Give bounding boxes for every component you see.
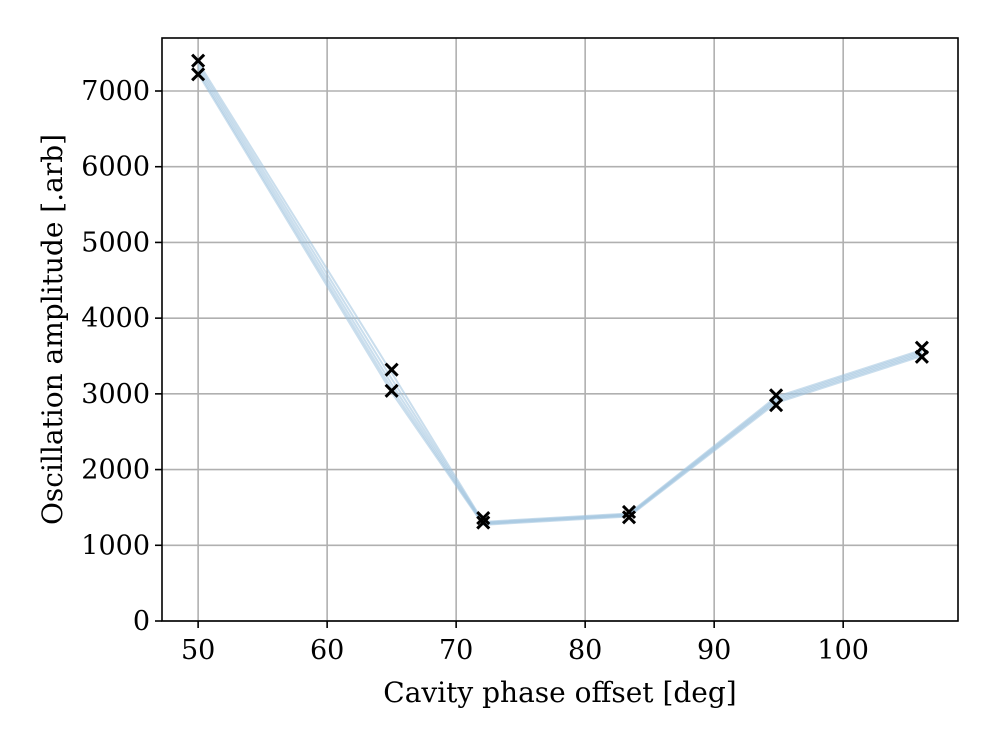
y-ticks: 0 1000 2000 3000 4000 5000 6000 7000	[81, 76, 162, 637]
x-axis-label: Cavity phase offset [deg]	[383, 676, 736, 709]
data-point	[621, 504, 637, 520]
data-point	[384, 362, 399, 377]
band-line-fit-5	[197, 73, 923, 526]
x-ticks: 50 60 70 80 90 100	[181, 621, 869, 666]
y-tick-label: 3000	[81, 379, 150, 410]
data-markers	[191, 53, 929, 530]
data-point	[191, 67, 206, 82]
data-point	[191, 53, 206, 68]
y-tick-label: 5000	[81, 227, 150, 258]
y-axis-label: Oscillation amplitude [.arb]	[36, 134, 69, 525]
x-tick-label: 90	[697, 635, 731, 666]
grid-lines	[162, 38, 958, 622]
data-point	[914, 349, 929, 364]
x-tick-label: 80	[568, 635, 602, 666]
data-point	[476, 510, 491, 526]
data-point	[476, 515, 491, 530]
plot-frame	[161, 37, 959, 622]
x-tick-label: 60	[310, 635, 344, 666]
x-tick-label: 50	[181, 635, 215, 666]
data-point	[384, 383, 399, 398]
y-tick-label: 0	[133, 606, 150, 637]
y-tick-label: 7000	[81, 76, 150, 107]
band-line-fit-3	[197, 67, 923, 525]
data-point	[769, 398, 784, 413]
band-line-fit-2	[197, 64, 923, 524]
y-tick-label: 1000	[81, 530, 150, 561]
y-tick-label: 6000	[81, 152, 150, 183]
x-tick-label: 100	[817, 635, 869, 666]
band-line-fit-4	[197, 70, 923, 526]
data-point	[621, 510, 637, 525]
fit-band	[197, 61, 923, 526]
y-tick-label: 4000	[81, 303, 150, 334]
band-line-fit-1	[197, 61, 923, 523]
x-tick-label: 70	[439, 635, 473, 666]
y-tick-label: 2000	[81, 455, 150, 486]
